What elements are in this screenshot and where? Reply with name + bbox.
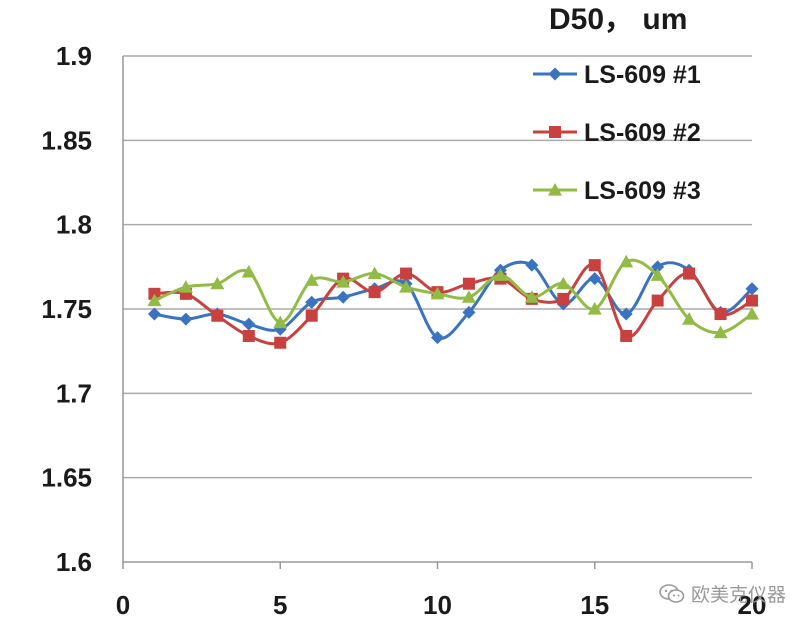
data-point xyxy=(525,258,539,272)
legend-label: LS-609 #3 xyxy=(584,177,701,205)
data-point xyxy=(305,295,319,309)
y-tick-label: 1.85 xyxy=(41,125,92,155)
data-point xyxy=(147,293,162,307)
y-tick-label: 1.9 xyxy=(56,41,92,71)
y-tick-label: 1.75 xyxy=(41,294,92,324)
legend-label: LS-609 #1 xyxy=(584,61,701,89)
data-point xyxy=(211,309,224,322)
data-point xyxy=(619,254,634,268)
data-point xyxy=(682,312,697,325)
data-point xyxy=(241,264,256,278)
data-point xyxy=(619,307,633,321)
data-point xyxy=(651,260,665,274)
x-tick-label: 5 xyxy=(273,590,287,620)
data-point xyxy=(178,280,193,293)
data-point xyxy=(336,275,351,288)
data-point xyxy=(305,309,318,322)
data-point xyxy=(745,307,759,320)
watermark: 欧美克仪器 xyxy=(659,580,786,607)
x-tick-label: 10 xyxy=(423,590,452,620)
data-point xyxy=(556,276,571,290)
data-point xyxy=(557,292,570,305)
data-point xyxy=(713,325,728,339)
watermark-text: 欧美克仪器 xyxy=(690,584,786,606)
data-point xyxy=(367,266,382,280)
data-point xyxy=(493,268,508,281)
legend-marker xyxy=(549,126,561,138)
data-point xyxy=(242,329,255,342)
legend-marker xyxy=(548,183,562,196)
legend-item-3: LS-609 #3 xyxy=(533,177,701,205)
data-point xyxy=(461,290,476,303)
tick-labels: 1.6 1.65 1.7 1.75 1.8 1.85 1.9 0 5 10 15 20 xyxy=(41,41,766,620)
legend-marker xyxy=(548,67,562,81)
data-point xyxy=(462,277,475,290)
data-point xyxy=(430,286,445,300)
axes xyxy=(122,56,753,569)
data-point xyxy=(304,273,319,286)
data-point xyxy=(588,259,601,272)
x-tick-label: 0 xyxy=(116,590,130,620)
series-layer xyxy=(147,254,759,349)
series-2 xyxy=(148,259,758,349)
legend-item-1: LS-609 #1 xyxy=(533,61,701,89)
data-point xyxy=(620,329,633,342)
y-tick-label: 1.7 xyxy=(56,378,92,408)
data-point xyxy=(273,315,288,329)
data-point xyxy=(714,308,727,321)
data-point xyxy=(147,307,161,321)
data-point xyxy=(745,282,759,296)
legend-item-2: LS-609 #2 xyxy=(533,119,701,147)
y-tick-label: 1.6 xyxy=(56,547,92,577)
data-point xyxy=(524,290,539,303)
data-point xyxy=(588,272,602,286)
x-tick-label: 20 xyxy=(738,590,767,620)
data-point xyxy=(746,294,758,307)
series-3 xyxy=(147,254,759,339)
wechat-icon xyxy=(659,583,685,603)
gridlines xyxy=(123,55,752,479)
data-point xyxy=(683,267,696,280)
data-point xyxy=(336,290,350,304)
x-tick-label: 15 xyxy=(580,590,609,620)
data-point xyxy=(210,276,225,290)
y-tick-label: 1.8 xyxy=(56,210,92,240)
legend-label: LS-609 #2 xyxy=(584,119,701,147)
data-point xyxy=(462,305,476,319)
data-point xyxy=(587,302,602,315)
data-point xyxy=(650,268,665,281)
y-tick-label: 1.65 xyxy=(41,463,92,493)
data-point xyxy=(179,312,193,326)
data-point xyxy=(431,331,444,345)
data-point xyxy=(242,317,256,331)
data-point xyxy=(400,267,413,280)
data-point xyxy=(399,280,414,293)
legend: LS-609 #1 LS-609 #2 LS-609 #3 xyxy=(533,61,701,205)
data-point xyxy=(368,286,381,299)
data-point xyxy=(651,294,664,307)
data-point xyxy=(274,336,287,349)
chart-title: D50， um xyxy=(549,3,687,36)
